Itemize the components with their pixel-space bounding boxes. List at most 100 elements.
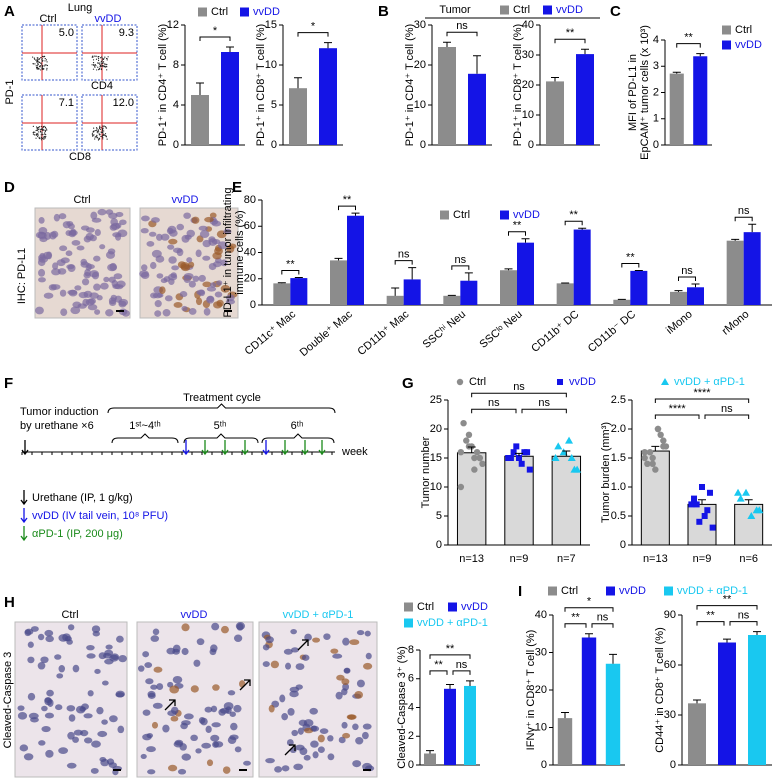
data-point	[736, 494, 745, 502]
legend-swatch	[198, 7, 207, 17]
cell	[114, 295, 123, 303]
event	[102, 61, 105, 63]
legend-swatch	[440, 210, 449, 220]
timeline-text: Treatment cycle	[183, 392, 261, 404]
sig-label: **	[566, 27, 575, 39]
quadrant-value: 5.0	[59, 27, 74, 39]
cell	[327, 753, 335, 761]
cell	[202, 281, 212, 288]
quadrant-value: 12.0	[113, 97, 134, 109]
cell	[338, 736, 346, 744]
event	[37, 135, 39, 138]
y-tick-label: 0	[541, 759, 547, 771]
y-tick-label: 40	[244, 246, 256, 258]
data-point	[641, 454, 648, 462]
cell	[342, 732, 351, 739]
event	[101, 56, 103, 58]
cell	[76, 245, 85, 251]
cell	[60, 257, 70, 264]
bar	[613, 299, 631, 305]
timeline-key: vvDD (IV tail vein, 10⁸ PFU)	[32, 510, 168, 522]
legend-label: vvDD	[569, 376, 596, 388]
y-tick-label: 10	[535, 721, 547, 733]
event	[45, 134, 47, 136]
cell	[77, 303, 87, 309]
sig-label: **	[569, 209, 578, 221]
micrograph	[258, 621, 378, 778]
event	[102, 58, 105, 60]
event	[46, 64, 49, 67]
timeline-key: Urethane (IP, 1 g/kg)	[32, 492, 133, 504]
cell	[168, 238, 178, 245]
data-point	[734, 488, 743, 496]
bar	[347, 215, 364, 305]
event	[103, 66, 105, 68]
event	[33, 57, 35, 59]
event	[34, 58, 36, 60]
y-tick-label: 2.5	[611, 394, 626, 406]
event	[96, 130, 98, 133]
cell	[310, 725, 318, 732]
event	[37, 134, 39, 136]
event	[35, 133, 38, 135]
x-tick-label: n=6	[739, 553, 758, 565]
event	[100, 65, 103, 67]
event	[36, 127, 39, 129]
cell	[183, 212, 191, 219]
y-tick-label: 6	[408, 673, 414, 685]
panel-label: A	[4, 3, 15, 20]
legend-marker	[661, 378, 669, 385]
quadrant-value: 7.1	[59, 97, 74, 109]
cell	[105, 209, 114, 215]
event	[42, 66, 44, 68]
cell	[162, 309, 171, 317]
error-bar	[351, 212, 360, 216]
cell	[153, 666, 163, 673]
event	[98, 138, 100, 140]
cell	[332, 653, 343, 659]
x-tick-label: n=9	[510, 553, 529, 565]
timeline-text: by urethane ×6	[20, 420, 94, 432]
sig-label: **	[286, 258, 295, 270]
cell	[146, 746, 156, 753]
error-bar	[748, 223, 757, 233]
cell	[115, 222, 122, 229]
event	[32, 125, 34, 127]
event	[46, 129, 48, 131]
sig-label: ns	[738, 610, 750, 622]
cell	[46, 689, 54, 697]
y-tick-label: 1	[653, 113, 659, 125]
cell	[68, 714, 76, 722]
bar	[557, 718, 573, 765]
event	[35, 126, 38, 128]
data-point	[473, 449, 481, 456]
event	[93, 127, 95, 129]
bar	[718, 642, 736, 765]
pointer-arrow	[297, 639, 309, 651]
cell	[186, 229, 195, 238]
bar	[556, 283, 574, 305]
data-point	[660, 443, 667, 450]
cell	[181, 720, 191, 726]
cell	[281, 765, 290, 772]
cell	[55, 704, 63, 711]
cell	[160, 278, 168, 284]
event	[105, 127, 108, 129]
error-bar	[731, 238, 740, 241]
event	[102, 127, 104, 129]
data-point	[654, 425, 662, 433]
bar	[669, 73, 684, 145]
error-bar	[693, 699, 701, 704]
data-point	[693, 501, 700, 508]
event	[44, 132, 46, 134]
data-point	[755, 506, 764, 514]
dose-arrow	[281, 440, 289, 456]
event	[35, 137, 37, 139]
event	[42, 60, 44, 62]
cell	[116, 280, 126, 288]
cell	[45, 749, 54, 758]
cell	[144, 662, 153, 668]
cell	[71, 240, 81, 246]
bar	[517, 242, 534, 305]
